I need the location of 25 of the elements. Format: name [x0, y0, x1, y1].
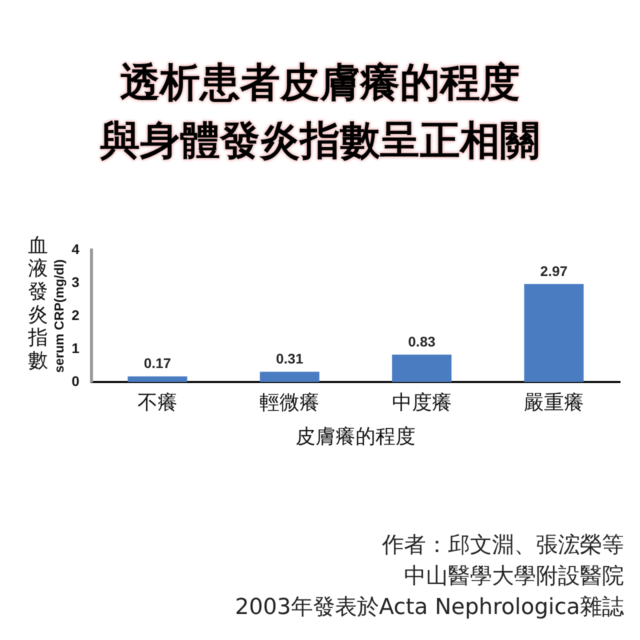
y-tick-label: 2: [72, 306, 80, 323]
bar: [260, 372, 320, 382]
bar: [524, 284, 584, 382]
bar: [128, 376, 188, 382]
x-tick-label: 嚴重癢: [524, 390, 584, 414]
bar: [392, 354, 452, 382]
data-label: 0.31: [276, 350, 304, 367]
text: 中山醫學大學附設醫院: [403, 563, 624, 591]
data-label: 2.97: [540, 262, 568, 279]
y-axis-title: serum CRP(mg/dl): [51, 259, 66, 373]
text: 2003年發表於Acta Nephrologica雜誌: [235, 594, 624, 622]
data-label: 0.17: [144, 355, 172, 372]
x-tick-label: 不癢: [137, 390, 178, 414]
x-tick-label: 輕微癢: [260, 390, 320, 414]
chart-title: 透析患者皮膚癢的程度: [119, 59, 521, 108]
data-label: 0.83: [408, 333, 436, 350]
text: 作者：邱文淵、張浤榮等: [381, 532, 624, 560]
y-tick-label: 1: [72, 340, 80, 356]
chart-subtitle: 與身體發炎指數呈正相關: [99, 117, 541, 166]
y-tick-label: 3: [72, 274, 80, 290]
y-tick-label: 0: [72, 372, 80, 389]
y-tick-label: 4: [72, 240, 80, 257]
x-tick-label: 中度癢: [392, 390, 452, 414]
text: 血液發炎指數: [27, 233, 49, 372]
x-axis-title: 皮膚癢的程度: [296, 424, 416, 448]
